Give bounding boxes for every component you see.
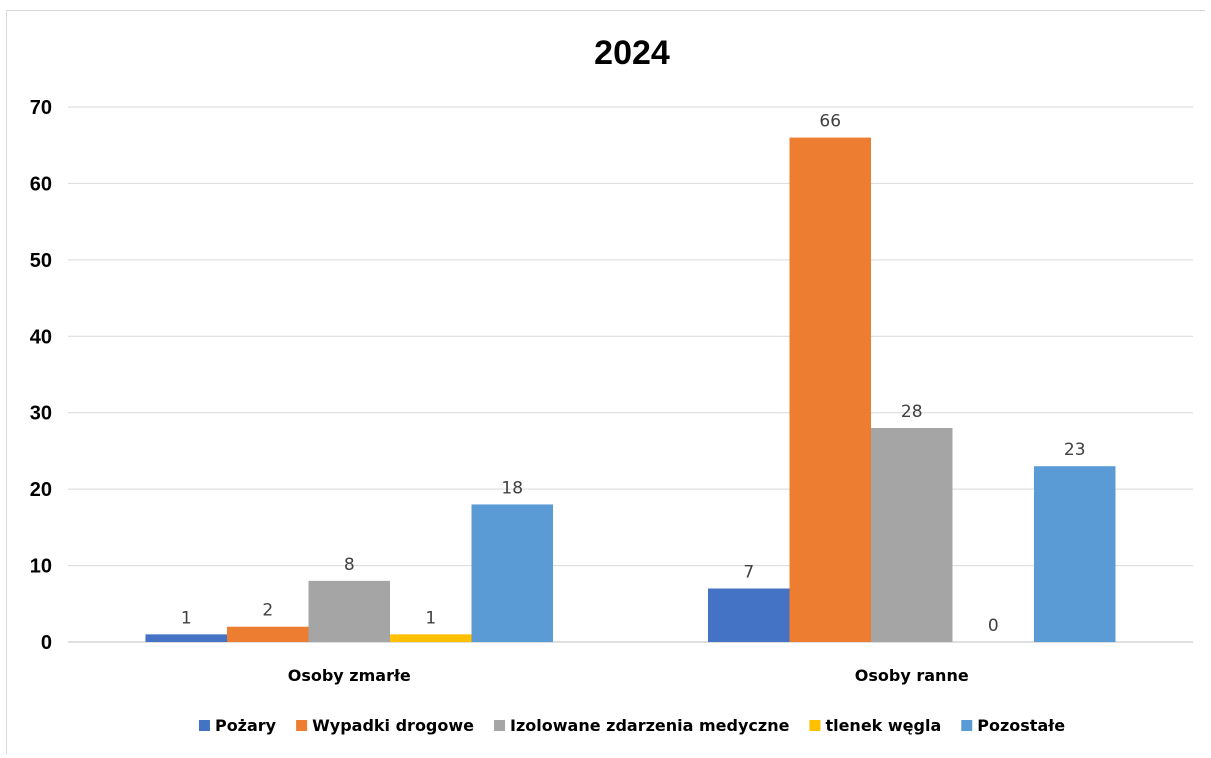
legend-swatch bbox=[961, 720, 973, 731]
data-label: 28 bbox=[901, 402, 923, 422]
legend-swatch bbox=[198, 720, 210, 731]
chart-frame bbox=[6, 10, 1205, 754]
y-axis: 0 10 20 30 40 50 60 70 bbox=[30, 97, 52, 654]
y-tick-label: 0 bbox=[41, 632, 52, 654]
y-tick-label: 70 bbox=[30, 97, 52, 119]
y-tick-label: 30 bbox=[30, 403, 52, 425]
legend-label: Pożary bbox=[215, 716, 277, 735]
legend-swatch bbox=[296, 720, 308, 731]
data-label: 2 bbox=[262, 601, 273, 621]
y-tick-label: 20 bbox=[30, 479, 52, 501]
bar bbox=[227, 626, 309, 642]
legend-item: Wypadki drogowe bbox=[296, 716, 474, 735]
gridlines bbox=[68, 106, 1193, 643]
y-tick-label: 50 bbox=[30, 250, 52, 272]
data-label: 66 bbox=[819, 112, 841, 132]
bar bbox=[708, 588, 790, 642]
chart-title: 2024 bbox=[594, 34, 670, 72]
legend-label: Wypadki drogowe bbox=[312, 716, 474, 735]
bar bbox=[390, 634, 472, 642]
x-tick-label: Osoby ranne bbox=[855, 666, 969, 685]
data-label: 1 bbox=[425, 608, 436, 628]
x-tick-label: Osoby zmarłe bbox=[288, 666, 411, 685]
bar bbox=[789, 137, 871, 643]
legend-swatch bbox=[809, 720, 821, 731]
legend-label: Pozostałe bbox=[977, 716, 1065, 735]
data-label: 7 bbox=[743, 563, 754, 583]
bar bbox=[871, 428, 953, 642]
bar bbox=[308, 580, 390, 642]
legend-item: tlenek węgla bbox=[809, 716, 941, 735]
y-tick-label: 10 bbox=[30, 556, 52, 578]
data-label: 0 bbox=[988, 616, 999, 636]
legend-item: Izolowane zdarzenia medyczne bbox=[494, 716, 790, 735]
data-label: 23 bbox=[1064, 440, 1086, 460]
legend-swatch bbox=[494, 720, 506, 731]
legend-item: Pożary bbox=[198, 716, 277, 735]
x-axis: Osoby zmarłe Osoby ranne bbox=[288, 666, 969, 685]
y-tick-label: 60 bbox=[30, 173, 52, 195]
legend: Pożary Wypadki drogowe Izolowane zdarzenia… bbox=[198, 716, 1065, 735]
y-tick-label: 40 bbox=[30, 326, 52, 348]
bars bbox=[145, 137, 1116, 643]
data-label: 8 bbox=[344, 555, 355, 575]
legend-label: Izolowane zdarzenia medyczne bbox=[510, 716, 790, 735]
bar bbox=[145, 634, 227, 642]
data-label: 18 bbox=[501, 478, 523, 498]
data-label: 1 bbox=[181, 608, 192, 628]
bar bbox=[1034, 466, 1116, 642]
legend-label: tlenek węgla bbox=[825, 716, 941, 735]
legend-item: Pozostałe bbox=[961, 716, 1065, 735]
bar bbox=[471, 504, 553, 642]
